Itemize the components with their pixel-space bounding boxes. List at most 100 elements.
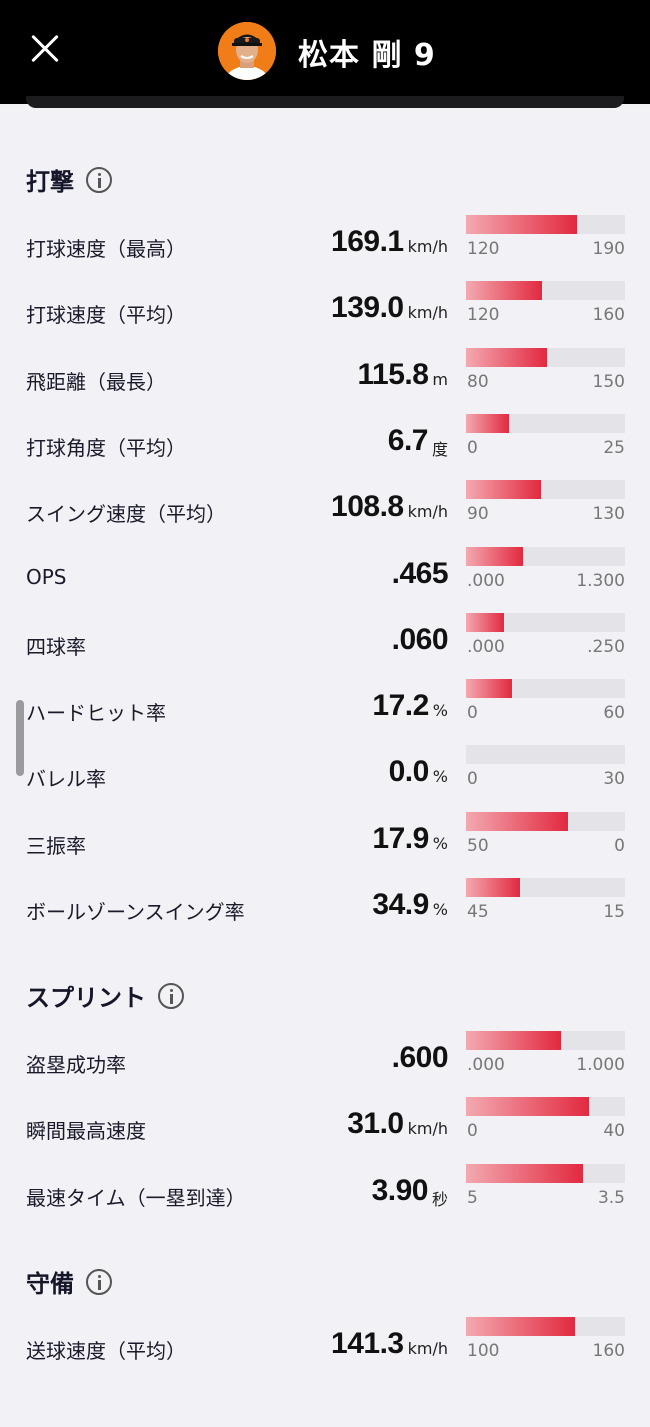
stat-bar [466, 745, 625, 765]
stat-value: 141.3 [331, 1327, 404, 1360]
stat-range-min: .000 [467, 1055, 505, 1075]
player-photo-icon [218, 22, 276, 80]
stat-unit: 秒 [431, 1189, 448, 1209]
stat-range-min: 50 [467, 835, 489, 856]
stat-row: 瞬間最高速度 31.0 km/h 0 40 [0, 1097, 650, 1163]
stat-bar [466, 1097, 625, 1117]
stat-range-min: 0 [467, 769, 478, 790]
stat-bar-fill [466, 1317, 576, 1336]
stat-value: 34.9 [372, 888, 429, 921]
stat-range-min: 90 [467, 504, 489, 525]
stat-bar-fill [466, 413, 509, 433]
section-title-text: 守備 [26, 1270, 74, 1298]
stat-unit: km/h [407, 237, 448, 256]
stat-bar-fill [466, 1163, 583, 1183]
stat-row: ボールゾーンスイング率 34.9% 45 15 [0, 878, 650, 944]
stat-range-max: 25 [603, 437, 625, 458]
stat-unit: % [432, 900, 448, 919]
stat-label: 打球速度（平均） [26, 303, 186, 328]
stat-range-max: 130 [592, 504, 625, 525]
section-title: スプリント [26, 978, 184, 1013]
close-icon[interactable] [26, 30, 64, 68]
stat-unit: km/h [407, 1339, 448, 1358]
stat-label: 送球速度（平均） [26, 1339, 186, 1363]
stat-unit: km/h [407, 502, 448, 522]
stat-bar [466, 1317, 625, 1336]
stat-range-max: 15 [603, 902, 625, 922]
stat-row: 飛距離（最長） 115.8 m 80 150 [0, 347, 650, 414]
stat-range-min: .000 [467, 636, 505, 657]
stat-row: 最速タイム（一塁到達） 3.90 秒 5 3.5 [0, 1163, 650, 1230]
player-header: 松本 剛 9 [0, 0, 650, 108]
stat-range-min: 80 [467, 371, 489, 392]
stat-range-max: 160 [592, 1341, 625, 1361]
stat-label: 飛距離（最長） [26, 369, 166, 394]
stat-value: 3.90 [371, 1173, 429, 1207]
stat-range-min: .000 [467, 570, 505, 591]
stat-bar [466, 1031, 625, 1050]
stat-label: 最速タイム（一塁到達） [26, 1185, 246, 1210]
stat-bar-fill [466, 215, 578, 234]
stat-value: 108.8 [331, 490, 404, 524]
info-icon[interactable] [86, 1268, 112, 1295]
stat-range-min: 0 [467, 437, 478, 458]
stat-label: 打球角度（平均） [26, 435, 186, 460]
stat-unit: km/h [407, 1119, 448, 1139]
stat-unit: % [432, 833, 448, 853]
info-icon[interactable] [158, 982, 184, 1009]
stat-bar [466, 546, 625, 566]
stat-row: OPS .465 .000 1.300 [0, 546, 650, 613]
stat-bar [466, 878, 625, 897]
stat-value: 169.1 [331, 225, 404, 258]
stat-range-max: 1.300 [576, 570, 625, 591]
stat-value: 6.7 [387, 423, 429, 457]
stat-range-max: 3.5 [597, 1187, 625, 1208]
stat-range-min: 120 [467, 239, 500, 259]
stat-value: 115.8 [357, 357, 429, 391]
stat-value: 17.9 [372, 821, 429, 855]
stat-bar [466, 1163, 625, 1183]
scrollbar[interactable] [16, 700, 24, 776]
stat-bar-fill [466, 281, 542, 301]
stat-label: バレル率 [26, 767, 106, 792]
stat-label: 三振率 [26, 833, 86, 858]
stat-value: .600 [391, 1041, 449, 1074]
stat-row: 四球率 .060 .000 .250 [0, 612, 650, 679]
stat-unit: m [432, 369, 448, 389]
stat-row: スイング速度（平均） 108.8 km/h 90 130 [0, 480, 650, 546]
stat-row: バレル率 0.0% 0 30 [0, 745, 650, 811]
stat-range-min: 5 [467, 1187, 478, 1208]
stat-value: 139.0 [331, 291, 404, 325]
stat-range-min: 100 [467, 1341, 500, 1361]
section-title-text: スプリント [26, 984, 146, 1012]
stat-bar-fill [466, 480, 541, 500]
stat-bar-fill [466, 811, 569, 831]
stat-row: 打球速度（平均） 139.0 km/h 120 160 [0, 281, 650, 347]
stat-bar-fill [466, 1031, 562, 1050]
stat-bar [466, 413, 625, 433]
stat-range-max: 1.000 [576, 1055, 625, 1075]
stat-range-min: 45 [467, 902, 489, 922]
stat-range-max: 60 [603, 703, 625, 724]
stat-range-max: .250 [587, 636, 625, 657]
stat-value: .465 [391, 556, 449, 590]
stat-label: ハードヒット率 [26, 701, 166, 726]
stat-row: 送球速度（平均） 141.3 km/h 100 160 [0, 1317, 650, 1383]
stat-bar-fill [466, 878, 520, 897]
stat-bar-fill [466, 612, 505, 632]
stat-label: スイング速度（平均） [26, 502, 226, 527]
player-avatar [218, 22, 276, 80]
stat-bar [466, 347, 625, 367]
stat-range-max: 40 [603, 1121, 625, 1142]
stat-bar [466, 480, 625, 500]
stat-range-min: 120 [467, 305, 500, 326]
stat-bar [466, 612, 625, 632]
stat-bar [466, 281, 625, 301]
stat-value: 17.2 [372, 689, 429, 723]
stat-row: ハードヒット率 17.2% 0 60 [0, 679, 650, 745]
stat-label: 盗塁成功率 [26, 1053, 126, 1077]
header-divider [26, 96, 624, 108]
player-name: 松本 剛 9 [298, 38, 436, 73]
stat-range-min: 0 [467, 703, 478, 724]
info-icon[interactable] [86, 166, 112, 193]
